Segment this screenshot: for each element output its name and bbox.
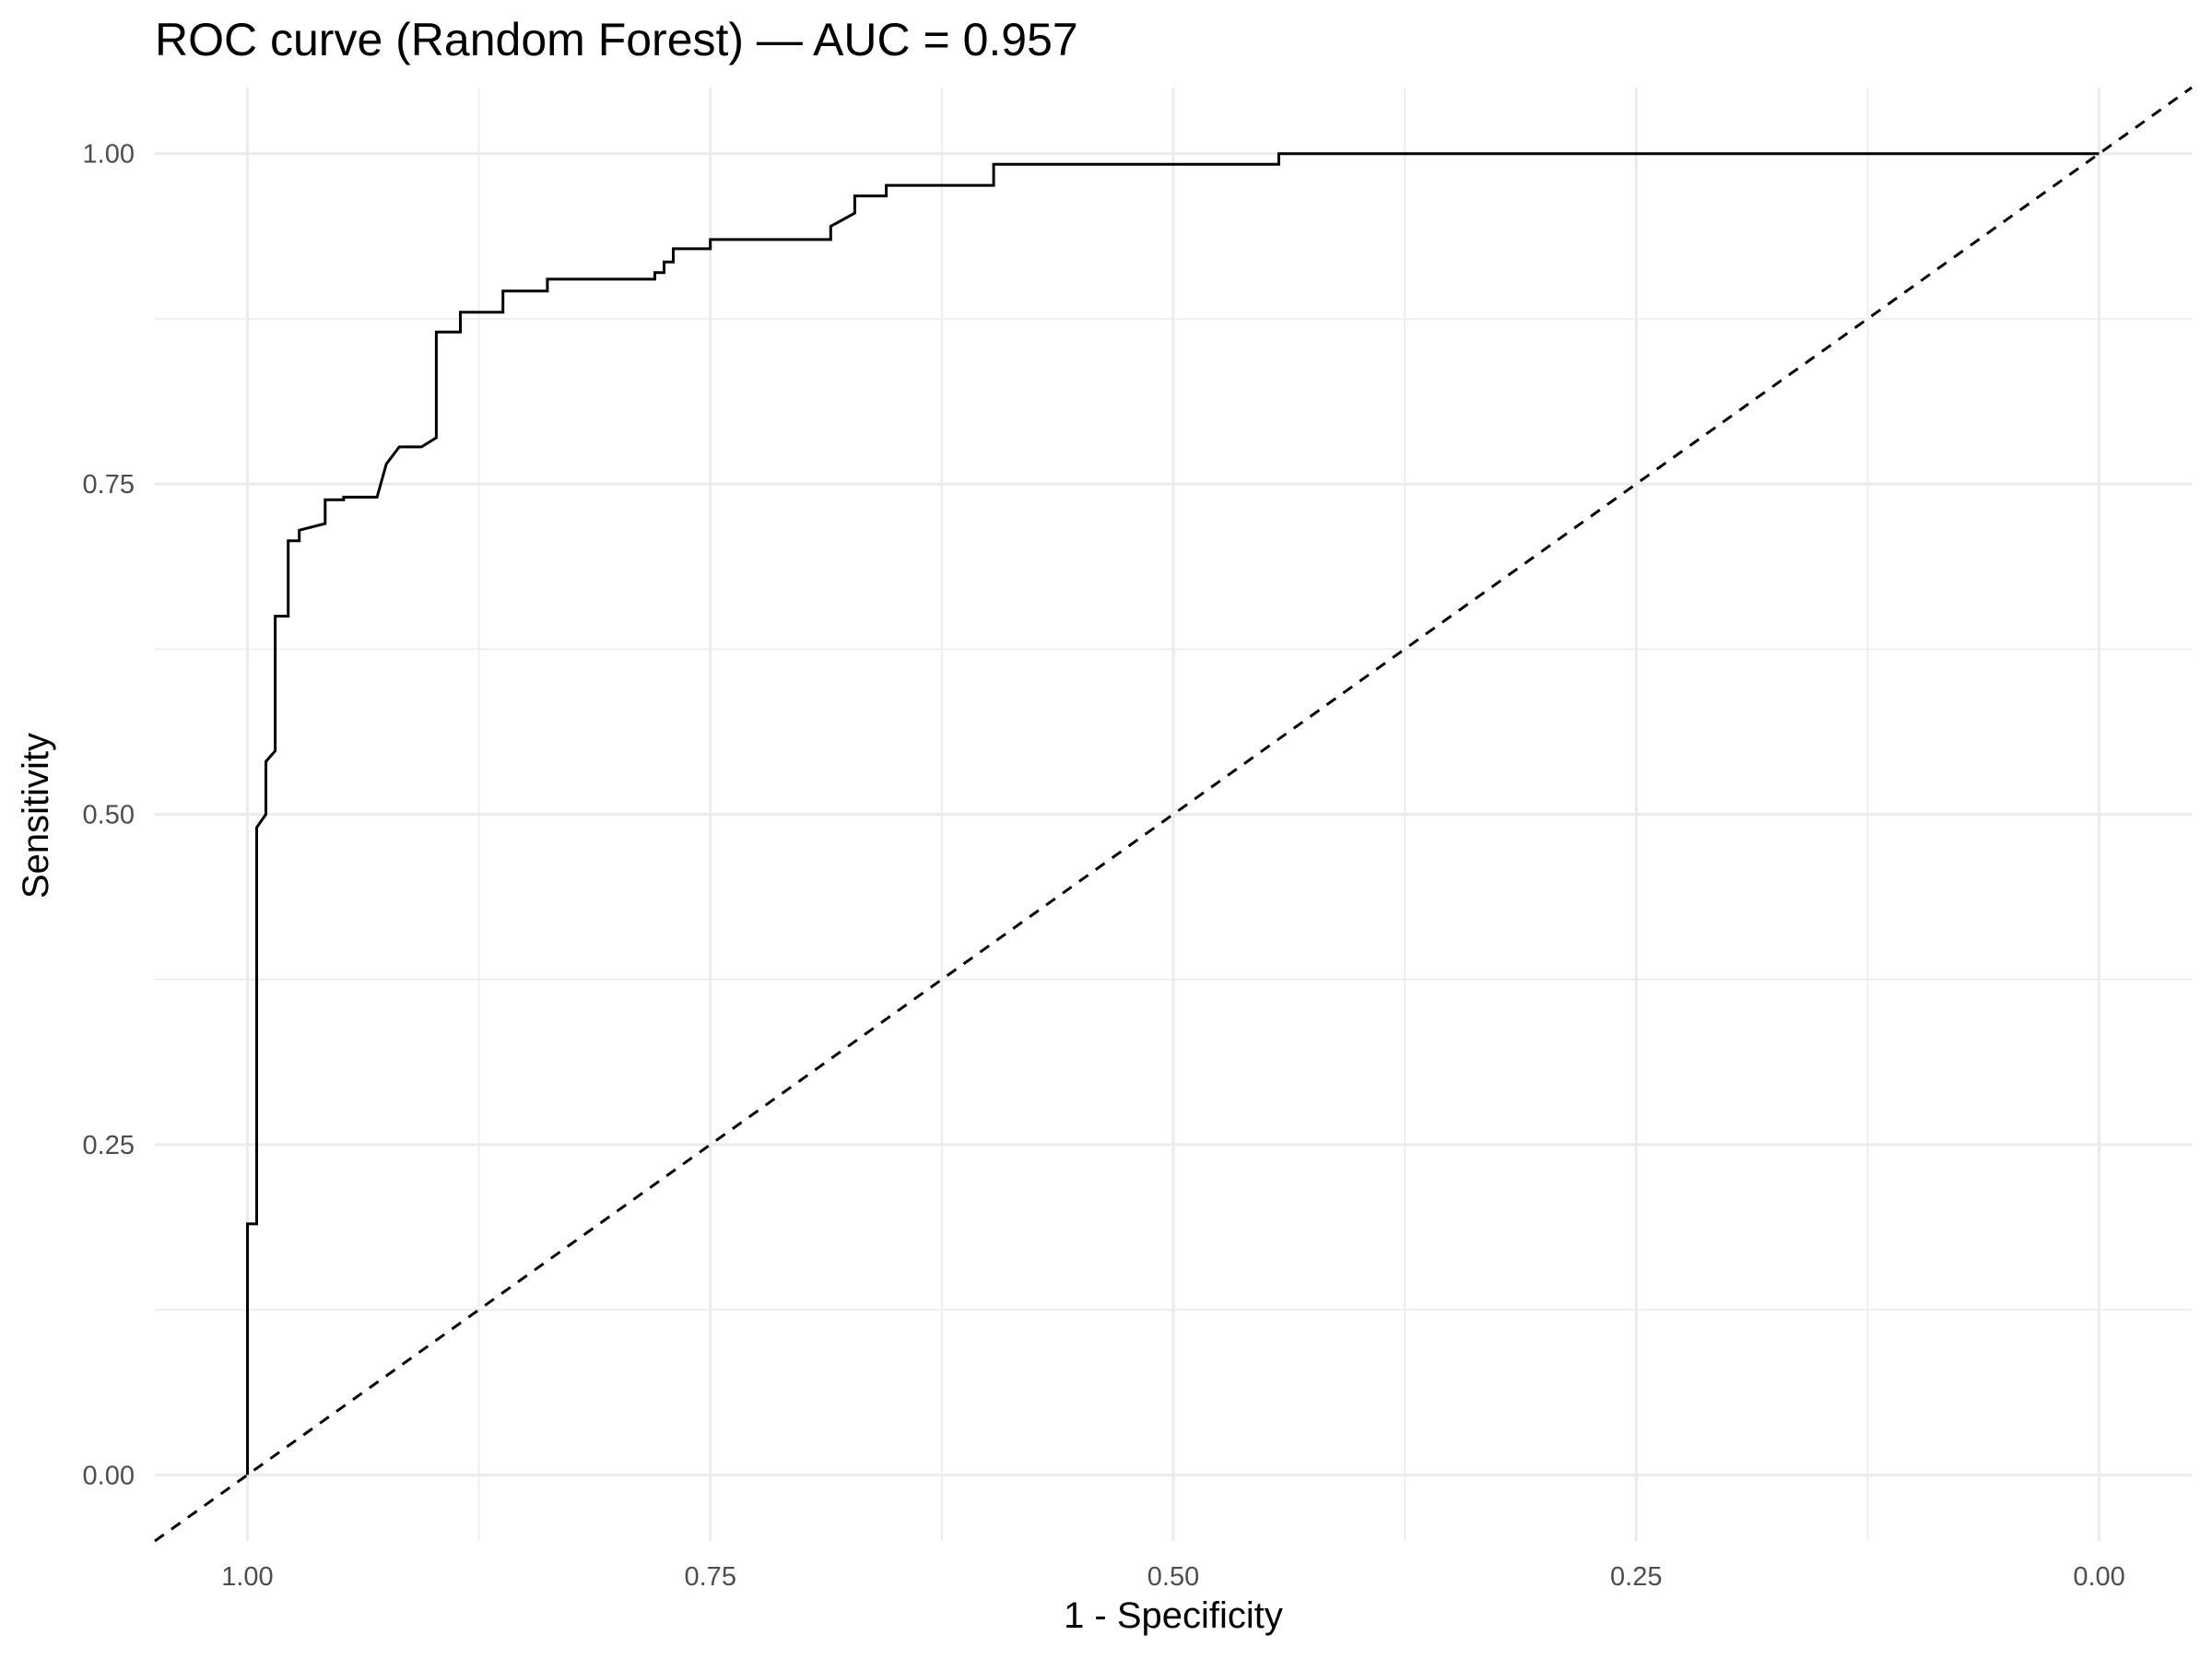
chart-title: ROC curve (Random Forest) — AUC = 0.957 [155,14,1078,65]
x-axis-title: 1 - Specificity [1064,1595,1283,1636]
grid-major-lines [155,88,2192,1541]
x-tick-label: 0.00 [2073,1562,2124,1592]
x-axis-tick-labels: 1.00 0.75 0.50 0.25 0.00 [221,1562,2125,1592]
roc-curve-line [246,152,2100,1476]
x-tick-label: 0.75 [685,1562,736,1592]
y-tick-label: 1.00 [83,140,135,170]
y-tick-label: 0.75 [83,470,135,500]
y-tick-label: 0.00 [83,1461,135,1490]
y-axis-title: Sensitivity [16,733,56,899]
x-tick-label: 0.25 [1610,1562,1662,1592]
y-tick-label: 0.50 [83,801,135,830]
x-tick-label: 0.50 [1147,1562,1199,1592]
series-layer [154,86,2193,1543]
x-tick-label: 1.00 [221,1562,273,1592]
y-axis-tick-labels: 0.00 0.25 0.50 0.75 1.00 [83,140,135,1491]
y-tick-label: 0.25 [83,1131,135,1160]
